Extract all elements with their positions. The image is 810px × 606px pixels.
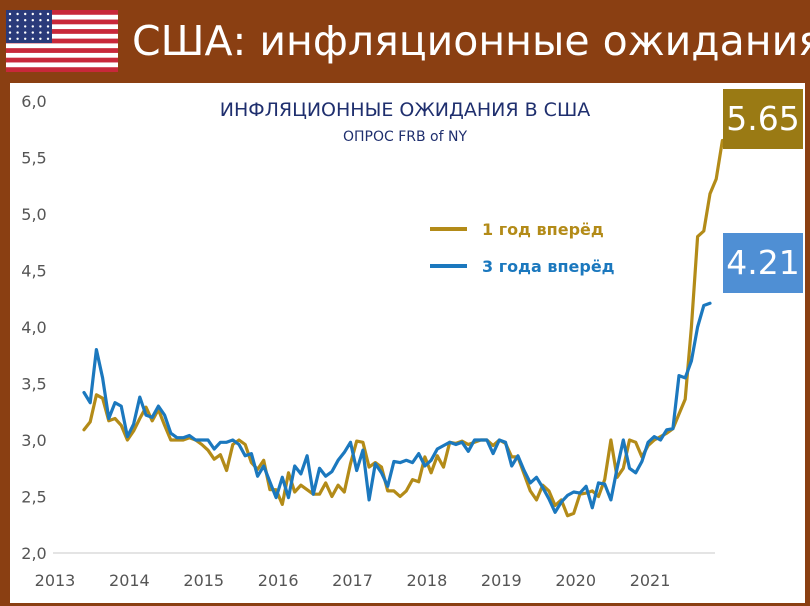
y-tick-label: 2,5 bbox=[21, 488, 46, 507]
badge-three-year-latest: 4.21 bbox=[723, 233, 803, 293]
x-tick-label: 2014 bbox=[109, 571, 150, 590]
x-tick-label: 2017 bbox=[332, 571, 373, 590]
legend-label: 3 года вперёд bbox=[482, 257, 615, 276]
flag-star bbox=[16, 12, 19, 16]
flag-stripe bbox=[6, 48, 118, 53]
y-tick-label: 6,0 bbox=[21, 92, 46, 111]
legend-label: 1 год вперёд bbox=[482, 220, 604, 239]
flag-star bbox=[24, 12, 27, 16]
flag-star bbox=[24, 37, 27, 40]
flag-star bbox=[46, 37, 50, 40]
inflation-expectations-chart: 2,0 2,5 3,0 3,5 4,0 4,5 5,0 5,5 6,0 2013 2014 2015 2… bbox=[21, 92, 725, 590]
badge-one-year-latest: 5.65 bbox=[723, 89, 803, 149]
x-tick-label: 2016 bbox=[258, 571, 299, 590]
flag-star bbox=[31, 12, 34, 16]
flag-star bbox=[31, 19, 34, 22]
flag-star bbox=[46, 19, 50, 22]
chart-panel: 2,0 2,5 3,0 3,5 4,0 4,5 5,0 5,5 6,0 2013 2014 2015 2… bbox=[10, 83, 805, 603]
flag-stripe bbox=[6, 67, 118, 72]
flag-star bbox=[39, 37, 42, 40]
series-line-three-year bbox=[82, 301, 712, 514]
flag-star bbox=[46, 25, 50, 28]
x-tick-label: 2018 bbox=[407, 571, 448, 590]
page-title: США: инфляционные ожидания bbox=[132, 17, 810, 65]
flag-star bbox=[16, 19, 19, 22]
x-tick-label: 2013 bbox=[35, 571, 76, 590]
chart-subtitle: ОПРОС FRB of NY bbox=[343, 129, 467, 145]
y-tick-label: 5,0 bbox=[21, 205, 46, 224]
us-flag-icon bbox=[6, 10, 118, 72]
y-tick-label: 3,5 bbox=[21, 375, 46, 394]
flag-star bbox=[8, 25, 12, 28]
flag-star bbox=[39, 12, 42, 16]
flag-star bbox=[31, 25, 34, 28]
y-tick-label: 4,0 bbox=[21, 318, 46, 337]
flag-stripe bbox=[6, 38, 118, 44]
flag-stripe bbox=[6, 10, 118, 15]
flag-star bbox=[24, 19, 27, 22]
flag-star bbox=[8, 19, 12, 22]
flag-star bbox=[8, 12, 12, 16]
flag-star bbox=[31, 31, 34, 34]
flag-star bbox=[46, 12, 50, 16]
flag-star bbox=[8, 31, 12, 34]
y-tick-label: 5,5 bbox=[21, 149, 46, 168]
flag-star bbox=[46, 31, 50, 34]
y-tick-label: 4,5 bbox=[21, 262, 46, 281]
x-tick-label: 2021 bbox=[630, 571, 671, 590]
flag-star bbox=[24, 25, 27, 28]
flag-star bbox=[39, 31, 42, 34]
flag-stripe bbox=[6, 57, 118, 63]
flag-star bbox=[39, 25, 42, 28]
flag-star bbox=[8, 37, 12, 40]
flag-star bbox=[16, 25, 19, 28]
x-tick-label: 2020 bbox=[555, 571, 596, 590]
flag-stripe bbox=[6, 19, 118, 25]
flag-stripe bbox=[6, 29, 118, 34]
flag-star bbox=[39, 19, 42, 22]
chart-title: ИНФЛЯЦИОННЫЕ ОЖИДАНИЯ В США bbox=[220, 99, 591, 121]
flag-star bbox=[16, 31, 19, 34]
flag-star bbox=[31, 37, 34, 40]
flag-star bbox=[24, 31, 27, 34]
x-tick-label: 2015 bbox=[183, 571, 224, 590]
y-tick-label: 2,0 bbox=[21, 544, 46, 563]
header-bar: США: инфляционные ожидания bbox=[0, 0, 810, 80]
y-tick-label: 3,0 bbox=[21, 431, 46, 450]
x-tick-label: 2019 bbox=[481, 571, 522, 590]
flag-star bbox=[16, 37, 19, 40]
